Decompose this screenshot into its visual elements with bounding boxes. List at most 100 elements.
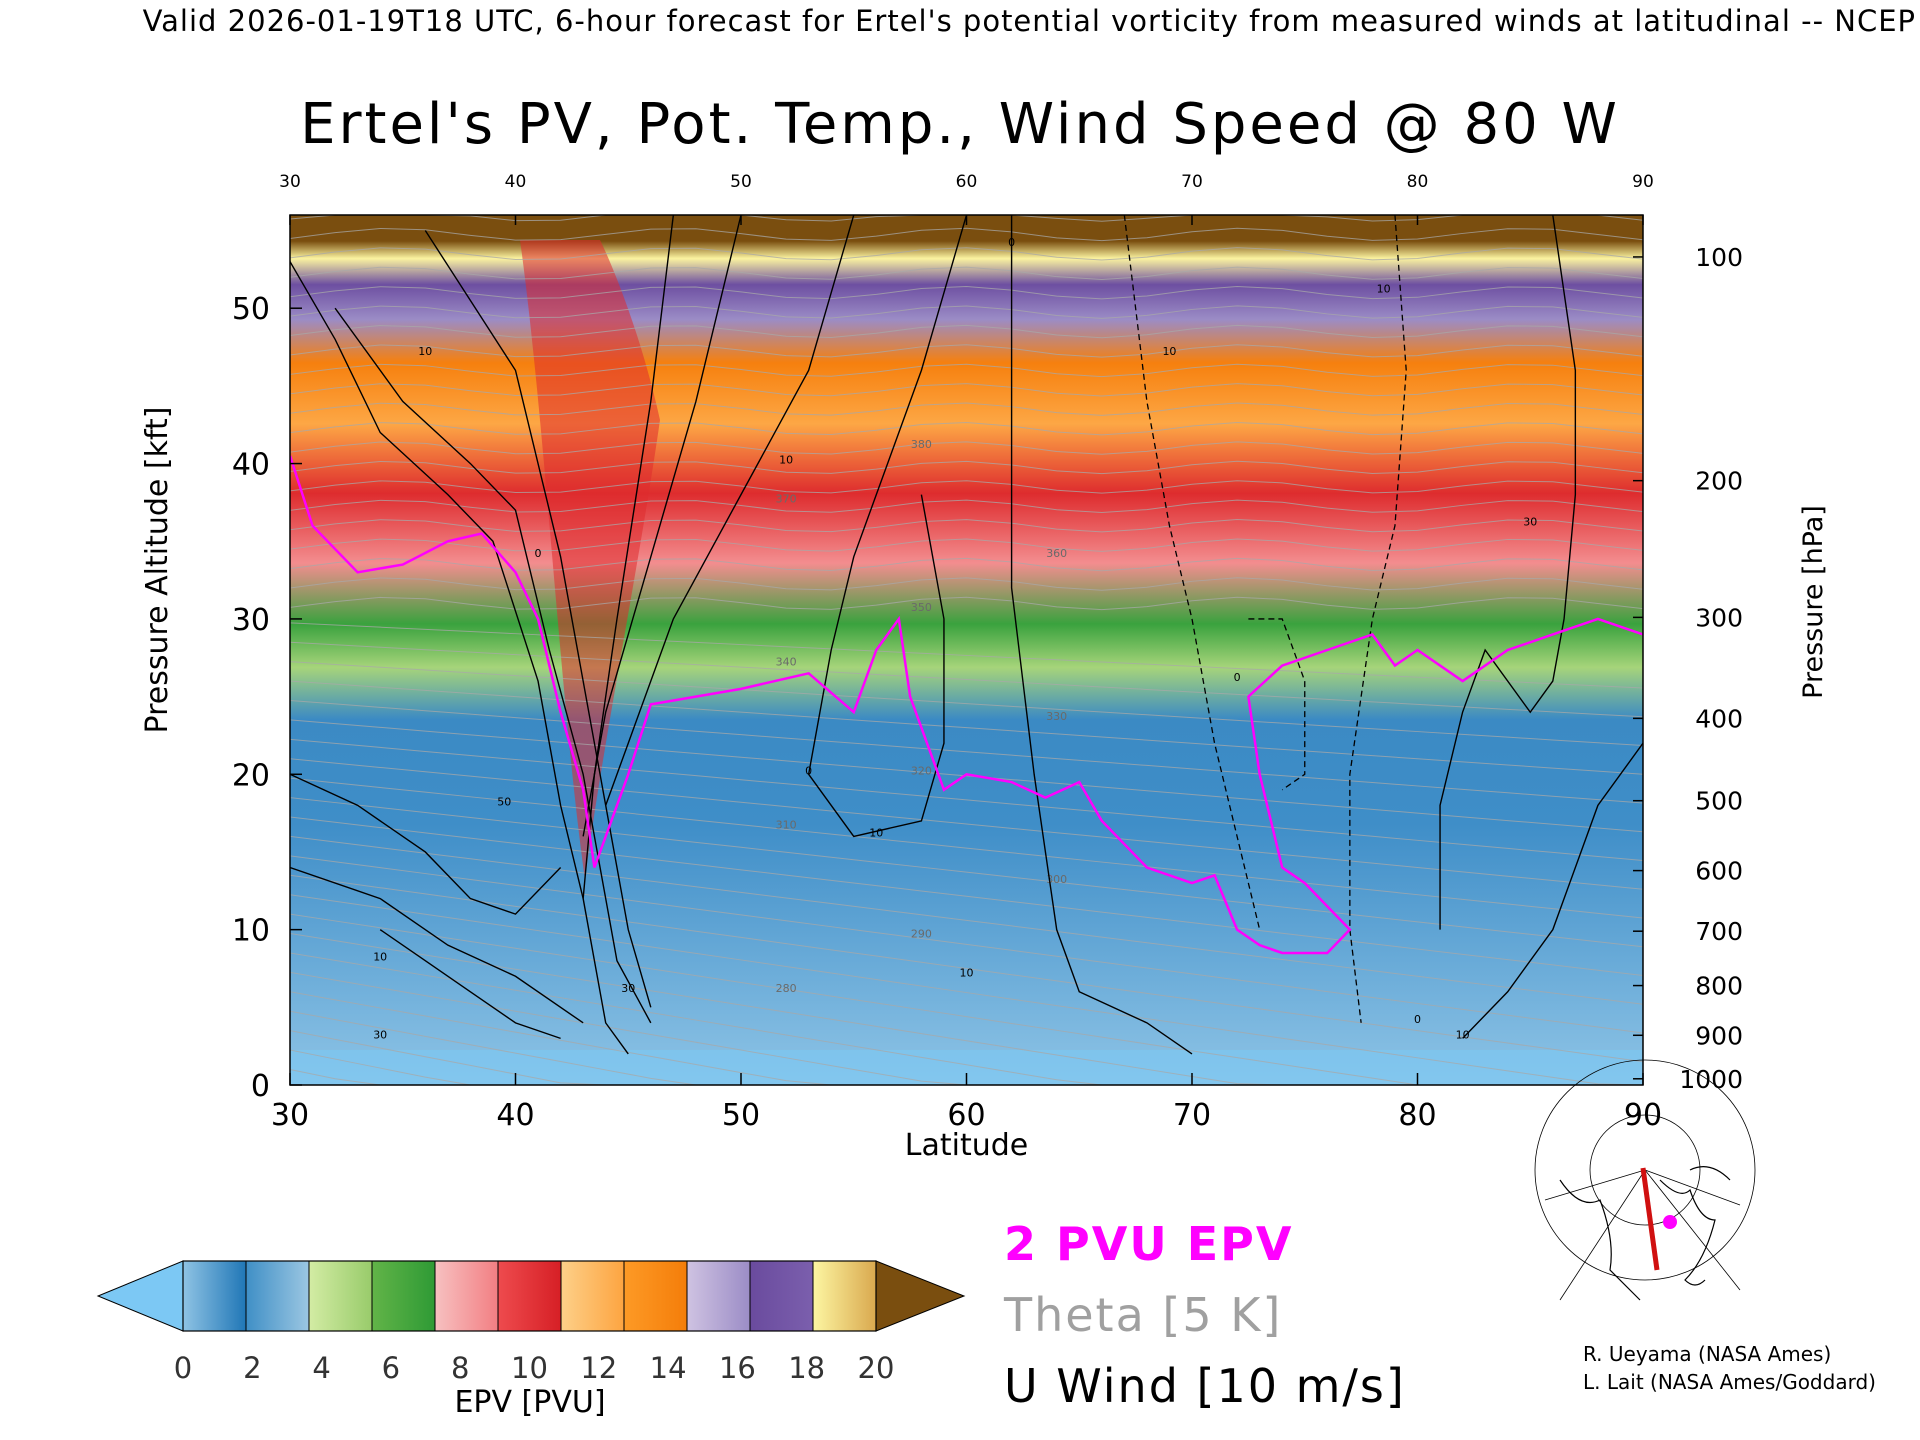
theta-label: 340 bbox=[776, 656, 797, 669]
y-tick-label: 0 bbox=[251, 1069, 270, 1104]
theta-label: 290 bbox=[911, 927, 932, 940]
theta-line bbox=[290, 797, 1643, 948]
theta-line bbox=[290, 661, 1643, 747]
colorbar-bin bbox=[309, 1261, 373, 1331]
pv-field bbox=[290, 215, 1643, 1085]
colorbar-bin bbox=[372, 1261, 436, 1331]
theta-line bbox=[290, 383, 1643, 397]
legend-wind: U Wind [10 m/s] bbox=[1004, 1359, 1406, 1413]
theta-label: 360 bbox=[1046, 547, 1067, 560]
colorbar-tick-label: 6 bbox=[382, 1351, 400, 1385]
chart-title: Ertel's PV, Pot. Temp., Wind Speed @ 80 … bbox=[300, 92, 1620, 157]
y2-tick-label: 500 bbox=[1695, 787, 1743, 816]
theta-line bbox=[290, 738, 1643, 862]
theta-line bbox=[290, 835, 1643, 1005]
wind-line bbox=[1010, 215, 1193, 1055]
wind-line-dashed bbox=[1123, 215, 1261, 930]
credit-line-2: L. Lait (NASA Ames/Goddard) bbox=[1583, 1370, 1876, 1394]
theta-line bbox=[290, 699, 1643, 804]
wind-line bbox=[605, 215, 855, 806]
inset-map-meridian-4 bbox=[1644, 1169, 1741, 1206]
y-tick-label: 40 bbox=[232, 448, 270, 483]
y2-tick-label: 200 bbox=[1695, 467, 1743, 496]
top-tick-label: 50 bbox=[730, 172, 752, 192]
wind-line bbox=[424, 230, 652, 1008]
inset-map-circle-outer bbox=[1534, 1059, 1756, 1281]
theta-line bbox=[290, 557, 1643, 572]
theta-line bbox=[290, 719, 1643, 833]
y-tick-label: 30 bbox=[232, 603, 270, 638]
wind-label: 30 bbox=[621, 982, 635, 995]
wind-label: 10 bbox=[1162, 345, 1176, 358]
colorbar-tick-label: 16 bbox=[719, 1351, 756, 1385]
wind-label: 10 bbox=[1377, 283, 1391, 296]
wind-line bbox=[582, 215, 675, 899]
theta-line bbox=[290, 1010, 1643, 1085]
colorbar-bin bbox=[561, 1261, 625, 1331]
theta-line bbox=[290, 421, 1643, 436]
inset-map-marker bbox=[1663, 1215, 1677, 1229]
theta-line bbox=[290, 641, 1643, 718]
inset-map bbox=[1534, 1059, 1756, 1305]
wind-line bbox=[290, 261, 629, 1055]
wind-line bbox=[290, 866, 584, 1024]
inset-map-meridian bbox=[1559, 1169, 1646, 1301]
theta-line bbox=[290, 305, 1643, 319]
wind-label: 10 bbox=[869, 826, 883, 839]
wind-line bbox=[1462, 742, 1643, 1039]
colorbar-tick-label: 0 bbox=[174, 1351, 192, 1385]
y2-axis-label: Pressure [hPa] bbox=[1798, 505, 1829, 699]
wind-label: 10 bbox=[373, 951, 387, 964]
colorbar-under-arrow bbox=[96, 1260, 184, 1332]
theta-label: 280 bbox=[776, 982, 797, 995]
wind-line bbox=[582, 215, 742, 837]
theta-line bbox=[290, 286, 1643, 300]
theta-line bbox=[290, 855, 1643, 1034]
top-tick-label: 40 bbox=[505, 172, 527, 192]
theta-line bbox=[290, 913, 1643, 1085]
theta-line bbox=[290, 894, 1643, 1085]
colorbar-frame bbox=[182, 1260, 877, 1332]
y-axis-label: Pressure Altitude [kft] bbox=[140, 406, 175, 734]
x-tick-label: 50 bbox=[722, 1098, 760, 1133]
colorbar-tick-label: 8 bbox=[451, 1351, 469, 1385]
wind-label: 30 bbox=[373, 1028, 387, 1041]
y2-tick-label: 900 bbox=[1695, 1021, 1743, 1050]
colorbar-bin bbox=[498, 1261, 562, 1331]
x-tick-label: 80 bbox=[1398, 1098, 1436, 1133]
y-tick-label: 10 bbox=[232, 914, 270, 949]
inset-map-meridian-2 bbox=[1644, 1169, 1741, 1291]
wind-label: 10 bbox=[779, 454, 793, 467]
y2-tick-label: 400 bbox=[1695, 704, 1743, 733]
wind-label: 50 bbox=[497, 795, 511, 808]
wind-label: 0 bbox=[805, 764, 812, 777]
wind-label: 0 bbox=[1414, 1013, 1421, 1026]
y2-tick-label: 100 bbox=[1695, 243, 1743, 272]
y2-tick-label: 300 bbox=[1695, 603, 1743, 632]
wind-line bbox=[379, 929, 561, 1040]
theta-label: 370 bbox=[776, 492, 797, 505]
top-tick-label: 30 bbox=[279, 172, 301, 192]
theta-line bbox=[290, 758, 1643, 890]
theta-label: 310 bbox=[776, 819, 797, 832]
theta-line bbox=[290, 538, 1643, 552]
colorbar-bin bbox=[813, 1261, 877, 1331]
wind-line bbox=[334, 307, 652, 1024]
wind-label: 0 bbox=[1008, 236, 1015, 249]
theta-line bbox=[290, 577, 1643, 591]
x-tick-label: 60 bbox=[947, 1098, 985, 1133]
x-tick-label: 70 bbox=[1173, 1098, 1211, 1133]
colorbar-tick-label: 12 bbox=[580, 1351, 617, 1385]
colorbar-bin bbox=[435, 1261, 499, 1331]
top-tick-label: 60 bbox=[956, 172, 978, 192]
colorbar-tick-label: 20 bbox=[858, 1351, 895, 1385]
inset-map-circle bbox=[1589, 1114, 1701, 1226]
wind-contours: 10 30 50 0 10 30 10 0 10 10 0 10 0 10 0 10 30 bbox=[290, 215, 1643, 1055]
legend-pvu: 2 PVU EPV bbox=[1004, 1217, 1294, 1271]
colorbar-bin bbox=[624, 1261, 688, 1331]
theta-label: 330 bbox=[1046, 710, 1067, 723]
colorbar-bin bbox=[183, 1261, 247, 1331]
inset-map-section-line bbox=[1640, 1167, 1660, 1271]
